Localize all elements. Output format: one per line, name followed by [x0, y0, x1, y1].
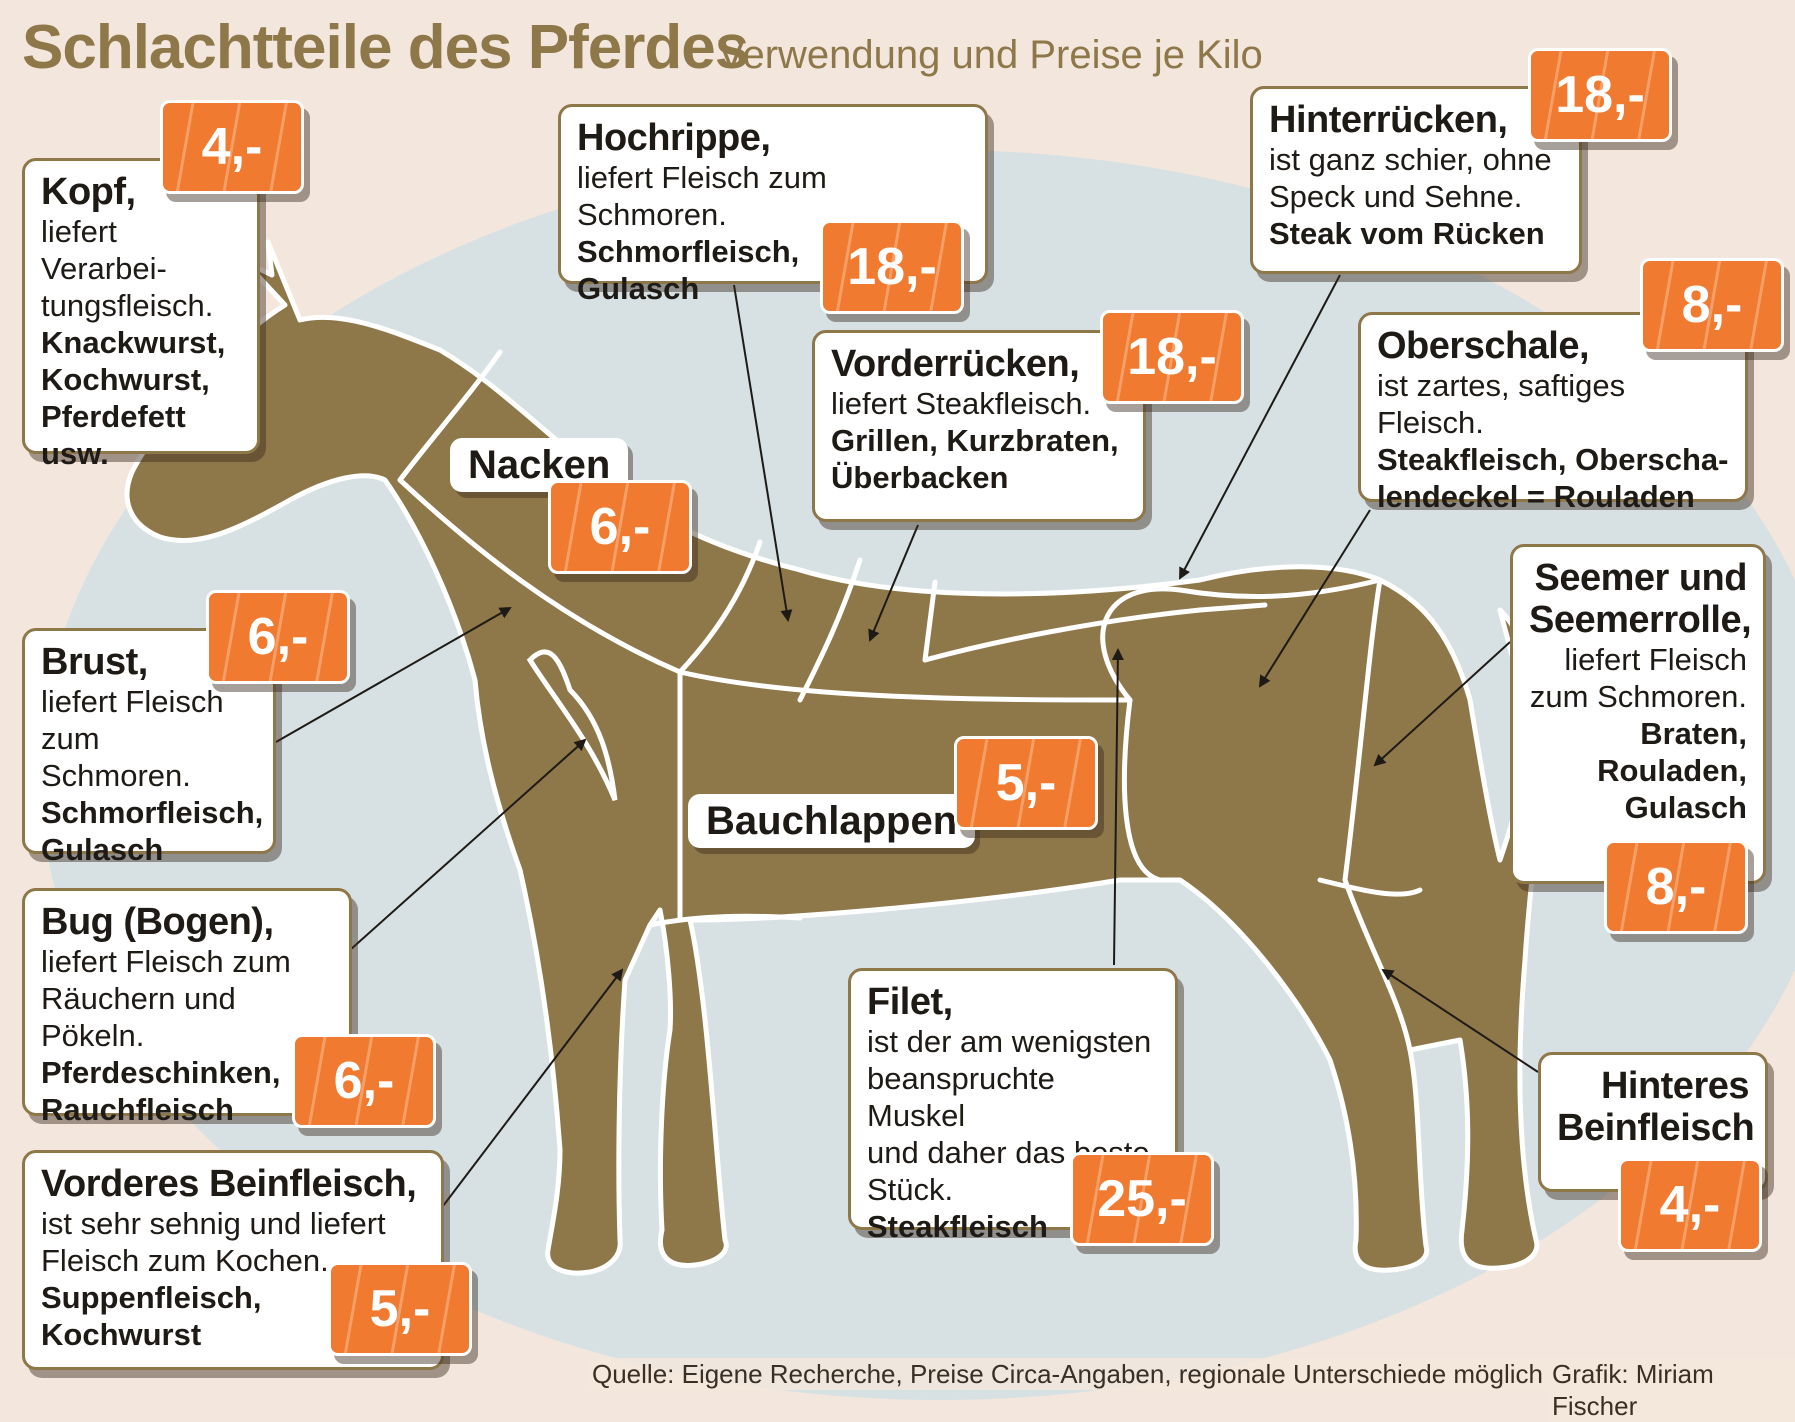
card-title: Hochrippe,	[577, 117, 771, 159]
card-title: Vorderrücken,	[831, 343, 1080, 385]
card-usage: Schmorfleisch, Gulasch	[41, 795, 264, 867]
page-title: Schlachtteile des Pferdes	[22, 13, 749, 82]
card-vorderes-bein: Vorderes Beinfleisch, ist sehr sehnig un…	[22, 1150, 444, 1370]
pointer-lines	[275, 274, 1539, 1211]
card-title: Bug (Bogen),	[41, 901, 274, 943]
card-brust: Brust, liefert Fleisch zum Schmoren. Sch…	[22, 628, 276, 867]
card-description: ist sehr sehnig und liefert Fleisch zum …	[41, 1206, 386, 1278]
card-usage: Steak vom Rücken	[1269, 216, 1545, 251]
price-tag-oberschale: 8,-	[1640, 258, 1784, 352]
price-tag-nacken: 6,-	[548, 480, 692, 574]
price-tag-bauchlappen: 5,-	[954, 736, 1098, 830]
card-description: ist ganz schier, ohne Speck und Sehne.	[1269, 142, 1552, 214]
label-nacken: Nacken	[450, 438, 629, 492]
card-title: Filet,	[867, 981, 953, 1023]
card-usage: Schmorfleisch, Gulasch	[577, 234, 800, 306]
price-tag-vorderes-bein: 5,-	[328, 1262, 472, 1356]
price-tag-vorderruecken: 18,-	[1100, 310, 1244, 404]
card-title: Seemer und Seemerrolle,	[1529, 557, 1752, 641]
card-vorderruecken: Vorderrücken, liefert Steakfleisch. Gril…	[812, 330, 1146, 522]
price-tag-hinterruecken: 18,-	[1528, 48, 1672, 142]
card-oberschale: Oberschale, ist zartes, saftiges Fleisch…	[1358, 312, 1748, 514]
card-usage: Braten, Rouladen, Gulasch	[1597, 716, 1747, 825]
card-description: liefert Fleisch zum Räuchern und Pökeln.	[41, 944, 291, 1053]
page-subtitle: Verwendung und Preise je Kilo	[718, 33, 1263, 77]
price-tag-hinteres-bein: 4,-	[1618, 1158, 1762, 1252]
card-description: liefert Fleisch zum Schmoren.	[1529, 642, 1747, 714]
card-title: Vorderes Beinfleisch,	[41, 1163, 417, 1205]
price-tag-seemer: 8,-	[1604, 840, 1748, 934]
credit-note: Grafik: Miriam Fischer	[1546, 1358, 1795, 1422]
card-title: Oberschale,	[1377, 325, 1590, 367]
cut-lines	[397, 349, 1423, 1053]
card-title: Kopf,	[41, 171, 136, 213]
card-description: liefert Fleisch zum Schmoren.	[41, 684, 224, 793]
card-seemer: Seemer und Seemerrolle, liefert Fleisch …	[1510, 544, 1766, 884]
price-tag-bug: 6,-	[292, 1034, 436, 1128]
source-note: Quelle: Eigene Recherche, Preise Circa-A…	[586, 1358, 1549, 1390]
card-description: liefert Verarbei- tungsfleisch.	[41, 214, 214, 323]
card-title: Brust,	[41, 641, 148, 683]
card-usage: Suppenfleisch, Kochwurst	[41, 1280, 262, 1352]
card-usage: Grillen, Kurzbraten, Überbacken	[831, 423, 1119, 495]
card-kopf: Kopf, liefert Verarbei- tungsfleisch. Kn…	[22, 158, 260, 471]
horse-silhouette	[124, 239, 1545, 1276]
card-filet: Filet, ist der am wenigsten beanspruchte…	[848, 968, 1178, 1244]
price-tag-brust: 6,-	[206, 590, 350, 684]
label-bauchlappen: Bauchlappen	[688, 794, 976, 848]
price-tag-kopf: 4,-	[160, 100, 304, 194]
card-title: Hinterrücken,	[1269, 99, 1508, 141]
card-description: liefert Fleisch zum Schmoren.	[577, 160, 827, 232]
card-hinterruecken: Hinterrücken, ist ganz schier, ohne Spec…	[1250, 86, 1582, 274]
card-title: Hinteres Beinfleisch	[1557, 1065, 1755, 1149]
card-description: ist zartes, saftiges Fleisch.	[1377, 368, 1626, 440]
price-tag-hochrippe: 18,-	[820, 220, 964, 314]
card-usage: Pferdeschinken, Rauchfleisch	[41, 1055, 281, 1127]
card-usage: Knackwurst, Kochwurst, Pferdefett usw.	[41, 325, 226, 471]
card-usage: Steakfleisch	[867, 1209, 1048, 1244]
price-tag-filet: 25,-	[1070, 1152, 1214, 1246]
card-usage: Steakfleisch, Oberscha- lendeckel = Roul…	[1377, 442, 1729, 514]
card-description: liefert Steakfleisch.	[831, 386, 1092, 421]
